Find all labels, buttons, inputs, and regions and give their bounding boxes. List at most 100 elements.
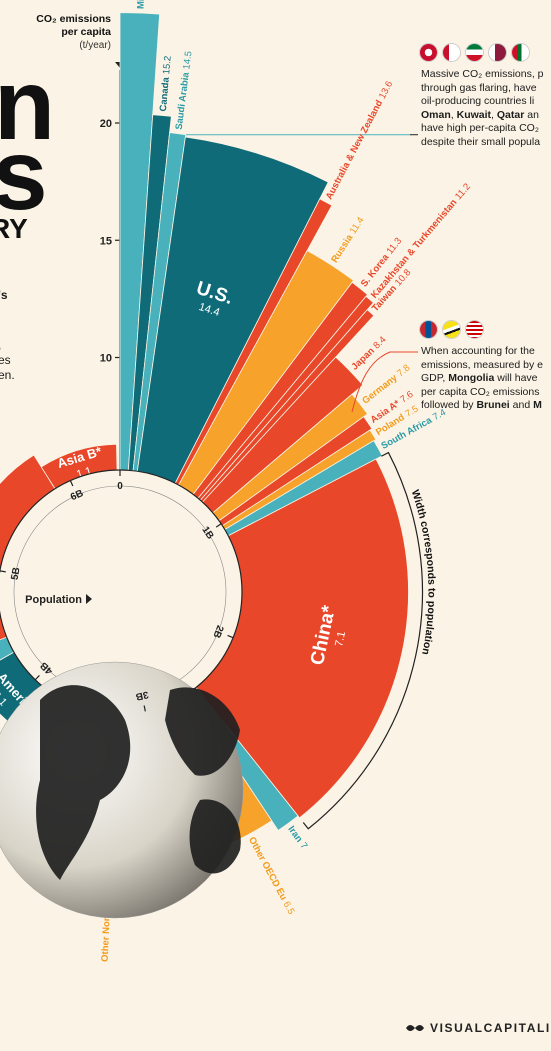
flag-icon bbox=[420, 321, 437, 338]
country-name: Brunei bbox=[476, 399, 510, 411]
value-label: 7.5 bbox=[403, 403, 420, 419]
mongolia-note-line: When accounting for the bbox=[421, 345, 535, 357]
mongolia-note-line: GDP, Mongolia will have bbox=[421, 372, 543, 386]
population-tick bbox=[0, 570, 6, 573]
country-name: Oman bbox=[421, 108, 451, 121]
flag-icon bbox=[420, 44, 437, 61]
mongolia-note-line: per capita CO₂ emissions bbox=[421, 385, 540, 398]
note-text: followed by bbox=[421, 399, 477, 411]
wedge-label: Australia & New Zealand13.6 bbox=[324, 79, 396, 201]
y-tick-label: 10 bbox=[100, 353, 112, 365]
mongolia-note: When accounting for the emissions, measu… bbox=[421, 345, 543, 413]
value-label: 15.2 bbox=[161, 55, 174, 74]
population-arrow-icon bbox=[86, 594, 92, 604]
series-label: Iran7 bbox=[285, 824, 309, 851]
separator: , bbox=[450, 108, 457, 121]
country-name: Kuwait bbox=[456, 108, 492, 121]
value-label: 14.5 bbox=[181, 50, 194, 70]
wedge-label: Canada15.2 bbox=[158, 55, 174, 112]
value-label: 7 bbox=[297, 841, 309, 852]
population-tick-label: 6B bbox=[69, 488, 85, 503]
value-label: 7.8 bbox=[395, 362, 412, 379]
population-tick-label: 0 bbox=[117, 481, 123, 492]
gulf-note-line: oil-producing countries li bbox=[421, 95, 535, 107]
population-tick bbox=[34, 675, 40, 681]
gulf-note-line: Massive CO₂ emissions, p bbox=[421, 68, 544, 80]
width-note: Width corresponds to population bbox=[409, 488, 438, 655]
population-tick-label: 2B bbox=[210, 624, 225, 640]
gulf-note-line: through gas flaring, have bbox=[421, 81, 537, 94]
value-label: 6.5 bbox=[281, 900, 297, 917]
population-tick-label: 5B bbox=[10, 566, 23, 581]
flag-icon bbox=[466, 321, 483, 338]
flag-icon bbox=[489, 44, 506, 61]
gulf-note-line: Oman, Kuwait, Qatar an bbox=[421, 109, 544, 123]
y-tick-label: 15 bbox=[100, 235, 112, 247]
y-tick-label: 20 bbox=[100, 118, 112, 130]
leader-line bbox=[351, 351, 418, 413]
wedge-label: Japan8.4 bbox=[349, 334, 388, 372]
separator: an bbox=[524, 108, 539, 121]
wedge-label: Russia11.4 bbox=[329, 215, 366, 265]
wedge-label: Other OECD Eu6.5 bbox=[246, 835, 297, 916]
series-label: Middle East A*19.5 bbox=[135, 0, 149, 9]
width-bracket bbox=[302, 451, 424, 830]
intro-fragment: , bbox=[0, 338, 1, 353]
wedge-label: Iran7 bbox=[285, 824, 309, 851]
value-label: 8.4 bbox=[371, 334, 388, 351]
y-axis-unit: (t/year) bbox=[79, 40, 111, 51]
note-text: and bbox=[509, 399, 534, 411]
series-label: Japan8.4 bbox=[349, 334, 388, 372]
separator: , bbox=[491, 108, 497, 121]
mongolia-flags bbox=[420, 321, 483, 338]
value-label: 11.2 bbox=[453, 181, 473, 202]
intro-fragment: es bbox=[0, 353, 11, 367]
gulf-flags bbox=[420, 44, 529, 61]
gulf-note-line: despite their small popula bbox=[421, 135, 541, 148]
title-fragment: RY bbox=[0, 213, 28, 244]
wedge-label: Kazakhstan & Turkmenistan11.2 bbox=[369, 181, 473, 300]
mongolia-note-line: followed by Brunei and M bbox=[421, 399, 543, 413]
wedge-label: Middle East A*19.5 bbox=[135, 0, 149, 9]
value-label: 11.4 bbox=[348, 215, 367, 236]
flag-icon bbox=[443, 44, 460, 61]
series-label: Kazakhstan & Turkmenistan11.2 bbox=[369, 181, 473, 300]
visual-capitalist-logo-icon bbox=[406, 1025, 424, 1031]
population-axis-label: Population bbox=[25, 594, 82, 606]
population-tick bbox=[227, 634, 234, 639]
gulf-note: Massive CO₂ emissions, p through gas fla… bbox=[421, 68, 544, 149]
country-name: Qatar bbox=[496, 108, 525, 121]
title-fragment: n bbox=[0, 49, 56, 161]
y-axis-label: per capita bbox=[61, 26, 111, 38]
title-fragment: s bbox=[0, 119, 48, 231]
country-name: M bbox=[533, 399, 542, 411]
wedge-label: Saudi Arabia14.5 bbox=[174, 50, 195, 130]
population-tick bbox=[215, 523, 222, 528]
data-wedge bbox=[0, 454, 56, 641]
population-tick bbox=[143, 705, 146, 712]
series-label: Saudi Arabia14.5 bbox=[174, 50, 195, 130]
width-note-text: Width corresponds to population bbox=[409, 488, 438, 655]
brand-name: VISUALCAPITALIS bbox=[430, 1021, 551, 1035]
flag-icon bbox=[443, 321, 460, 338]
flag-icon bbox=[512, 44, 529, 61]
value-label: 2.1 bbox=[0, 689, 9, 708]
note-text: will have bbox=[494, 372, 538, 384]
population-tick-label: 3B bbox=[135, 688, 150, 701]
y-axis-label: CO₂ emissions bbox=[36, 13, 111, 25]
intro-fragment: en. bbox=[0, 368, 15, 382]
series-label: Other OECD Eu6.5 bbox=[246, 835, 297, 916]
globe-land bbox=[36, 685, 241, 880]
intro-fragment: 's bbox=[0, 288, 8, 302]
value-label: 13.6 bbox=[377, 79, 395, 100]
series-label: Australia & New Zealand13.6 bbox=[324, 79, 396, 201]
country-name: Mongolia bbox=[448, 372, 495, 384]
mongolia-note-line: emissions, measured by e bbox=[421, 358, 543, 371]
population-tick bbox=[69, 480, 74, 487]
series-label: Russia11.4 bbox=[329, 215, 366, 265]
flag-icon bbox=[466, 44, 483, 61]
note-text: GDP, bbox=[421, 372, 449, 384]
series-label: Canada15.2 bbox=[158, 55, 174, 112]
